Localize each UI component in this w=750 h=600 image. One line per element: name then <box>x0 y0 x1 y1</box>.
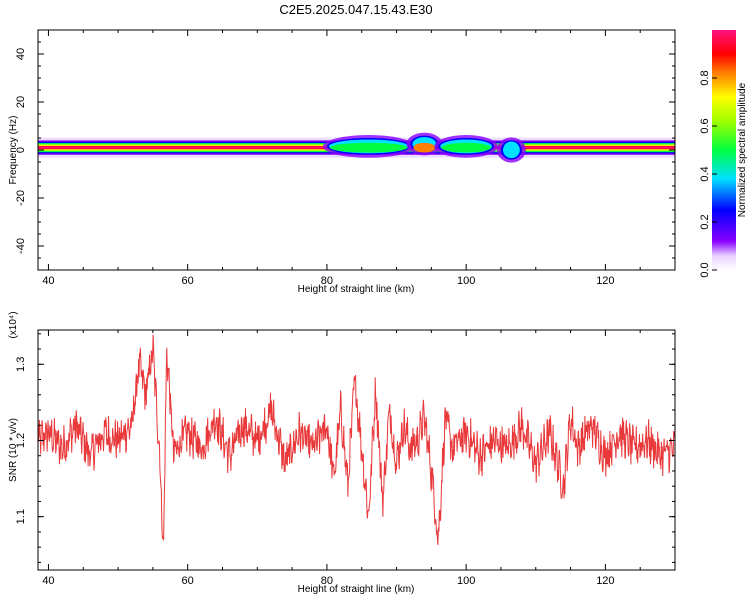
snr-y-axis-label: SNR (10 * v/v) <box>8 418 19 482</box>
snr-plot-area <box>38 330 675 570</box>
colorbar-tick-label: 0.8 <box>699 70 711 85</box>
spectral-band <box>38 132 675 163</box>
spectral-feature-core <box>441 142 491 153</box>
snr-panel: 40 60 80 100 120 1.1 1.2 1.3 Height of straigh… <box>8 311 676 595</box>
spectrogram-x-tick-label: 40 <box>42 275 54 287</box>
colorbar: 0.0 0.2 0.4 0.6 0.8 Normalized spectral ampl… <box>699 30 748 278</box>
spectrogram-x-tick-label: 80 <box>321 275 333 287</box>
snr-y-tick-label: 1.3 <box>15 357 27 372</box>
spectrogram-x-axis-label: Height of straight line (km) <box>298 284 415 295</box>
snr-x-tick-label: 120 <box>596 575 614 587</box>
spectrogram-y-tick-label: -20 <box>15 190 27 206</box>
spectrogram-y-tick-label: 0 <box>15 147 27 153</box>
snr-y-multiplier: (x10⁴) <box>8 311 19 338</box>
colorbar-tick-label: 0.0 <box>699 262 711 277</box>
snr-x-tick-label: 60 <box>182 575 194 587</box>
snr-series-line <box>38 334 675 545</box>
spectrogram-y-axis-label: Frequency (Hz) <box>8 116 19 185</box>
snr-x-tick-label: 80 <box>321 575 333 587</box>
spectrogram-x-tick-label: 60 <box>182 275 194 287</box>
colorbar-tick-label: 0.2 <box>699 214 711 229</box>
spectral-feature-core <box>503 141 519 154</box>
snr-x-tick-label: 100 <box>457 575 475 587</box>
snr-x-tick-label: 40 <box>42 575 54 587</box>
colorbar-label: Normalized spectral amplitude <box>737 82 748 217</box>
figure-title: C2E5.2025.047.15.43.E30 <box>279 2 432 17</box>
colorbar-tick-label: 0.4 <box>699 166 711 181</box>
spectrogram-panel: 40 60 80 100 120 -40 -20 0 20 40 Height of strai… <box>8 29 676 295</box>
colorbar-gradient <box>712 30 736 270</box>
snr-y-tick-label: 1.1 <box>15 509 27 524</box>
spectrogram-y-tick-label: 20 <box>15 96 27 108</box>
snr-frame <box>37 329 676 571</box>
spectrogram-x-tick-label: 100 <box>457 275 475 287</box>
spectrogram-y-tick-label: 40 <box>15 48 27 60</box>
spectrogram-y-tick-label: -40 <box>15 238 27 254</box>
spectrogram-x-tick-label: 120 <box>596 275 614 287</box>
snr-x-axis-label: Height of straight line (km) <box>298 584 415 595</box>
spectral-feature-core <box>329 142 408 153</box>
colorbar-tick-label: 0.6 <box>699 118 711 133</box>
spectral-feature-core <box>413 142 436 153</box>
snr-y-tick-label: 1.2 <box>15 433 27 448</box>
